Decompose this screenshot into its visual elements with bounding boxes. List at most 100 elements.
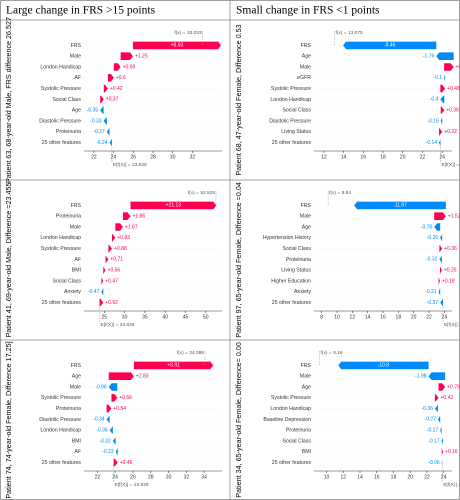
value-label: -0.27 — [425, 417, 437, 423]
value-label: -0.24 — [96, 140, 108, 146]
feature-label: FRS — [71, 203, 82, 209]
value-label: -0.06 — [428, 460, 440, 466]
feature-label: London Handicap — [40, 235, 81, 241]
feature-label: 25 other features — [42, 140, 82, 146]
shap-bar — [113, 458, 118, 467]
shap-bar — [428, 372, 446, 380]
value-label: +0.97 — [456, 64, 460, 70]
feature-label: Systolic Pressure — [271, 395, 311, 401]
feature-label: Proteinuria — [286, 428, 311, 434]
shap-bar — [440, 84, 446, 93]
feature-label: FRS — [301, 203, 312, 209]
shap-bar — [441, 458, 443, 467]
value-label: +0.71 — [110, 257, 123, 263]
x-tick-label: 10 — [334, 314, 340, 320]
fx-label-prefix: f(x) = — [321, 350, 332, 356]
shap-bar — [113, 63, 121, 71]
shap-bar — [439, 266, 442, 274]
feature-label: Proteinuria — [56, 129, 81, 135]
value-label: +8.91 — [167, 363, 180, 369]
value-label: +0.92 — [105, 300, 118, 306]
feature-label: AF — [74, 257, 81, 263]
shap-bar — [439, 244, 443, 253]
shap-bar — [434, 212, 446, 220]
shap-bar — [106, 415, 110, 424]
value-label: +0.47 — [105, 278, 118, 284]
fx-label-prefix: f(x) = — [174, 30, 185, 36]
shap-bar — [439, 128, 443, 136]
shap-bar — [101, 288, 104, 296]
shap-bar — [440, 95, 445, 104]
shap-bar — [108, 383, 118, 391]
value-label: +2.83 — [136, 374, 149, 380]
feature-label: Diastolic Pressure — [39, 417, 81, 423]
feature-label: London Handicap — [270, 406, 311, 412]
shap-bar — [438, 288, 441, 296]
feature-label: FRS — [71, 363, 82, 369]
value-label: +0.79 — [447, 384, 460, 390]
feature-label: 25 other features — [42, 300, 82, 306]
shap-bar — [440, 117, 443, 125]
value-label: +1.52 — [448, 214, 460, 220]
x-tick-label: 32 — [184, 474, 190, 480]
feature-label: Diastolic Pressure — [39, 118, 81, 124]
x-tick-label: 16 — [374, 474, 380, 480]
shap-bar — [108, 244, 112, 253]
feature-label: London Handicap — [270, 97, 311, 103]
base-label-prefix: E[f(X)] = — [441, 162, 459, 168]
x-tick-label: 30 — [170, 154, 176, 160]
shap-bar — [130, 201, 217, 210]
feature-label: Male — [70, 384, 81, 390]
shap-bar — [111, 394, 118, 402]
feature-label: Male — [70, 224, 81, 230]
fx-value: 33.033 — [187, 30, 202, 36]
shap-bar — [438, 383, 446, 391]
base-label: E[f(X)] =23.828 — [113, 162, 147, 168]
x-tick-label: 26 — [130, 474, 136, 480]
shap-bar — [115, 448, 118, 456]
value-label: -0.14 — [426, 140, 438, 146]
fx-value: 34.088 — [189, 350, 204, 356]
x-tick-label: 24 — [439, 154, 445, 160]
fx-value: 8.84 — [342, 190, 352, 196]
base-label: E[f(X)] =23.828 — [441, 162, 460, 168]
value-label: -0.36 — [96, 428, 108, 434]
value-label: -0.15 — [427, 118, 439, 124]
value-label: -10.8 — [378, 363, 390, 369]
x-tick-label: 28 — [150, 154, 156, 160]
value-label: -0.23 — [102, 449, 114, 455]
feature-label: Social Class — [282, 108, 311, 114]
fx-label-prefix: f(x) = — [335, 30, 346, 36]
feature-label: Proteinuria — [56, 214, 81, 220]
row-label: Patient 63, 68-year-old Male, FRS differ… — [4, 17, 13, 183]
shap-bar — [440, 298, 444, 307]
shap-bar — [112, 437, 116, 445]
shap-bar — [103, 117, 107, 125]
shap-bar — [441, 437, 444, 445]
shap-bar — [100, 106, 104, 114]
x-tick-label: 20 — [400, 154, 406, 160]
shap-bar — [101, 277, 104, 285]
feature-label: eGFR — [297, 75, 311, 81]
x-tick-label: 24 — [442, 314, 448, 320]
value-label: +0.25 — [444, 268, 457, 274]
shap-bar — [108, 372, 134, 380]
feature-label: Age — [72, 108, 81, 114]
x-tick-label: 32 — [190, 154, 196, 160]
value-label: +0.88 — [114, 246, 127, 252]
fx-label: f(x) = 13.075 — [335, 30, 363, 36]
shap-bar — [107, 74, 114, 82]
value-label: -0.21 — [425, 289, 437, 295]
x-tick-label: 22 — [424, 474, 430, 480]
value-label: -0.35 — [87, 108, 99, 114]
row-label: Patient 97, 65-year-old Female, Differen… — [234, 182, 243, 338]
x-tick-label: 14 — [341, 154, 347, 160]
x-tick-label: 30 — [166, 474, 172, 480]
value-label: -0.96 — [95, 384, 107, 390]
row-label: Patient 68, 47-year-old Female, Differen… — [234, 24, 243, 175]
feature-label: FRS — [301, 43, 312, 49]
fx-label: f(x) = 8.84 — [329, 190, 351, 196]
value-label: -0.1 — [433, 75, 442, 81]
value-label: +0.16 — [445, 449, 458, 455]
value-label: -0.47 — [88, 289, 100, 295]
